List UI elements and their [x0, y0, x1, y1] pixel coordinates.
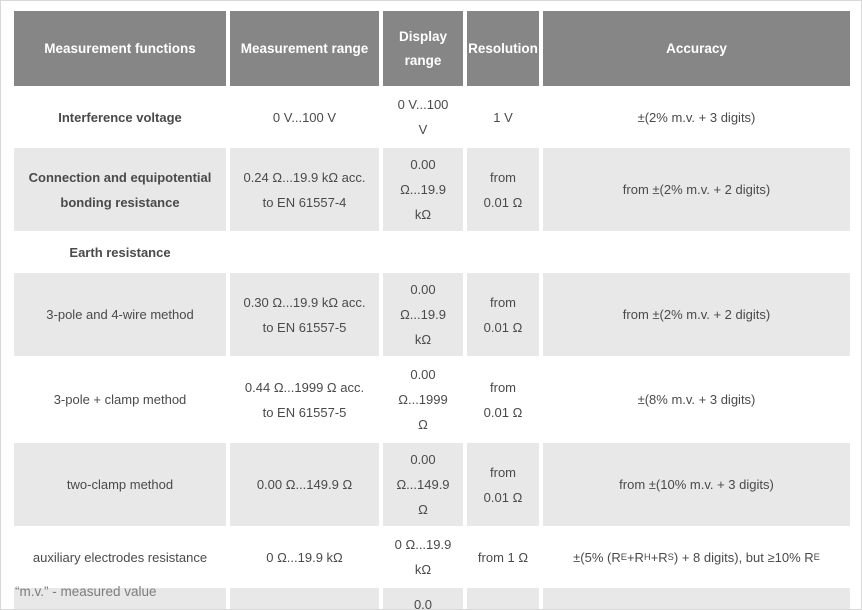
table-row-earth-resistance-section: Earth resistance — [14, 233, 850, 271]
cell-function: two-clamp method — [14, 443, 226, 526]
cell-accuracy: ±(5% (R E +R H +R S) + 8 digits), but ≥10% R… — [543, 528, 850, 586]
cell-resolution: from 1 Ω — [467, 528, 539, 586]
table-row-earth-resistivity: Earth resistivity 0.0 Ωm...999 kΩm 0.0 Ω… — [14, 588, 850, 609]
cell-display-range: 0.00 Ω...19.9 kΩ — [383, 148, 463, 231]
cell-resolution — [467, 233, 539, 271]
cell-display-range: 0.0 Ωm...999 kΩm — [383, 588, 463, 609]
cell-resolution: 1 V — [467, 88, 539, 146]
table-row-connection-bonding-resistance: Connection and equipotential bonding res… — [14, 148, 850, 231]
cell-display-range: 0 V...100 V — [383, 88, 463, 146]
cell-accuracy: ±(8% m.v. + 3 digits) — [543, 358, 850, 441]
cell-function: Interference voltage — [14, 88, 226, 146]
cell-accuracy: from ±(10% m.v. + 3 digits) — [543, 443, 850, 526]
cell-function: 3-pole + clamp method — [14, 358, 226, 441]
cell-function: Connection and equipotential bonding res… — [14, 148, 226, 231]
column-header-display-range: Display range — [383, 11, 463, 86]
cell-display-range: 0 Ω...19.9 kΩ — [383, 528, 463, 586]
cell-measurement-range: 0.00 Ω...149.9 Ω — [230, 443, 379, 526]
table-row-auxiliary-electrodes: auxiliary electrodes resistance 0 Ω...19… — [14, 528, 850, 586]
table-header-row: Measurement functions Measurement range … — [14, 11, 850, 86]
cell-resolution: from 0.01 Ω — [467, 443, 539, 526]
cell-measurement-range: 0 V...100 V — [230, 88, 379, 146]
table-row-3-pole-4-wire: 3-pole and 4-wire method 0.30 Ω...19.9 k… — [14, 273, 850, 356]
cell-function: Earth resistivity — [14, 588, 226, 609]
specifications-table: Measurement functions Measurement range … — [14, 11, 850, 609]
cell-accuracy: Depends on the accuracy of the RE 4p mea… — [543, 588, 850, 609]
section-header-label: Earth resistance — [14, 233, 226, 271]
cell-display-range — [383, 233, 463, 271]
cell-measurement-range: 0.44 Ω...1999 Ω acc. to EN 61557-5 — [230, 358, 379, 441]
cell-display-range: 0.00 Ω...1999 Ω — [383, 358, 463, 441]
cell-function: 3-pole and 4-wire method — [14, 273, 226, 356]
table-row-two-clamp: two-clamp method 0.00 Ω...149.9 Ω 0.00 Ω… — [14, 443, 850, 526]
cell-resolution: from 0.01 Ω — [467, 273, 539, 356]
cell-accuracy: from ±(2% m.v. + 2 digits) — [543, 273, 850, 356]
cell-resolution: from 0.01 Ω — [467, 358, 539, 441]
cell-resolution: from 0.01 Ω — [467, 148, 539, 231]
table-row-3-pole-clamp: 3-pole + clamp method 0.44 Ω...1999 Ω ac… — [14, 358, 850, 441]
cell-measurement-range: 0.24 Ω...19.9 kΩ acc. to EN 61557-4 — [230, 148, 379, 231]
cell-measurement-range: 0.30 Ω...19.9 kΩ acc. to EN 61557-5 — [230, 273, 379, 356]
cell-measurement-range: 0 Ω...19.9 kΩ — [230, 528, 379, 586]
cell-display-range: 0.00 Ω...149.9 Ω — [383, 443, 463, 526]
column-header-measurement-functions: Measurement functions — [14, 11, 226, 86]
cell-accuracy: ±(2% m.v. + 3 digits) — [543, 88, 850, 146]
column-header-measurement-range: Measurement range — [230, 11, 379, 86]
column-header-resolution: Resolution — [467, 11, 539, 86]
table-row-interference-voltage: Interference voltage 0 V...100 V 0 V...1… — [14, 88, 850, 146]
cell-accuracy — [543, 233, 850, 271]
column-header-accuracy: Accuracy — [543, 11, 850, 86]
cell-display-range: 0.00 Ω...19.9 kΩ — [383, 273, 463, 356]
cell-function: auxiliary electrodes resistance — [14, 528, 226, 586]
measured-value-footnote: “m.v.” - measured value — [15, 584, 157, 599]
cell-measurement-range: 0.0 Ωm...999 kΩm — [230, 588, 379, 609]
cell-measurement-range — [230, 233, 379, 271]
cell-accuracy: from ±(2% m.v. + 2 digits) — [543, 148, 850, 231]
